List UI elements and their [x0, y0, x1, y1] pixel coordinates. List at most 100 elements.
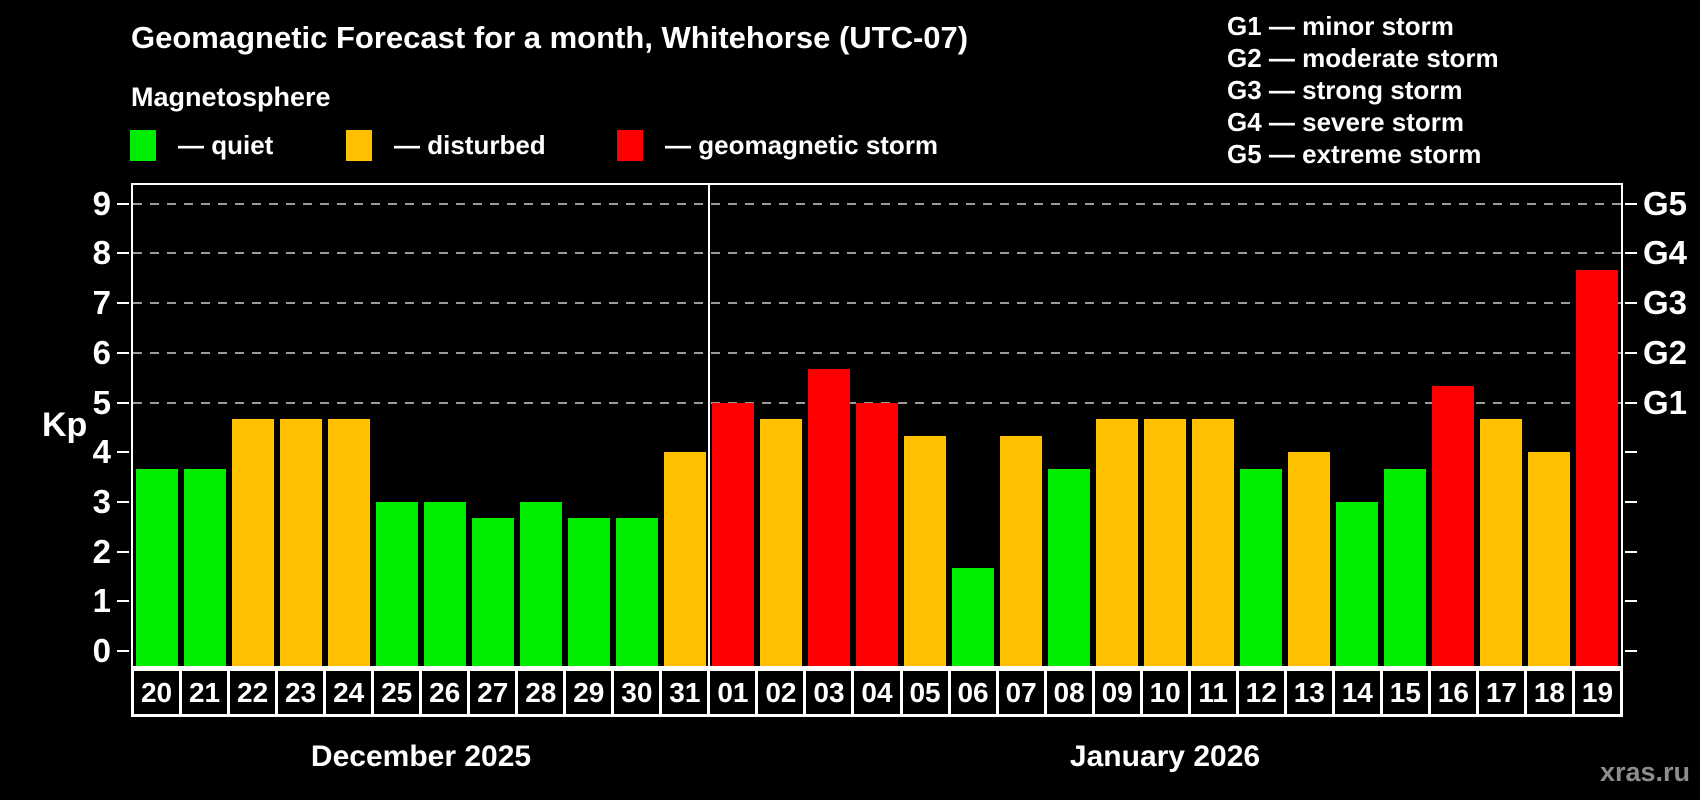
kp-bar-jan-09 — [1096, 418, 1138, 666]
g-scale-legend: G1 — minor storm G2 — moderate storm G3 — … — [1227, 10, 1499, 170]
day-label-jan-06: 06 — [947, 668, 999, 717]
day-label-dec-29: 29 — [563, 668, 615, 717]
kp-bar-jan-15 — [1384, 468, 1426, 666]
day-label-jan-17: 17 — [1475, 668, 1527, 717]
kp-axis-label: Kp — [42, 406, 88, 444]
chart-subtitle: Magnetosphere — [131, 82, 331, 112]
kp-bar-jan-18 — [1528, 452, 1570, 666]
y-tick-left-7 — [117, 302, 129, 305]
legend-item-storm: — geomagnetic storm — [617, 130, 938, 161]
legend-swatch-quiet — [130, 130, 156, 161]
day-label-dec-21: 21 — [179, 668, 231, 717]
y-tick-left-2 — [117, 550, 129, 553]
y-tick-label-9: 9 — [92, 184, 111, 222]
g-axis-label-g4: G4 — [1643, 234, 1688, 272]
g-axis-label-g1: G1 — [1643, 383, 1688, 421]
day-label-dec-28: 28 — [515, 668, 567, 717]
y-tick-right-9 — [1625, 202, 1637, 205]
kp-bar-dec-25 — [376, 501, 418, 666]
day-label-jan-05: 05 — [899, 668, 951, 717]
kp-bar-jan-19 — [1576, 269, 1618, 666]
day-label-jan-19: 19 — [1571, 668, 1623, 717]
y-tick-right-8 — [1625, 252, 1637, 255]
plot-inner: 0 1 2 3 4 5 6 7 8 9 G1 G2 G3 G4 G5 — [93, 185, 1687, 669]
kp-bar-dec-20 — [136, 468, 178, 666]
legend-item-quiet: — quiet — [130, 130, 273, 161]
y-tick-left-5 — [117, 401, 129, 404]
y-tick-label-4: 4 — [92, 433, 111, 471]
y-tick-left-1 — [117, 600, 129, 603]
y-tick-left-6 — [117, 351, 129, 354]
kp-bar-dec-21 — [184, 468, 226, 666]
y-tick-right-2 — [1625, 550, 1637, 553]
kp-bar-jan-01 — [712, 402, 754, 666]
y-tick-label-3: 3 — [92, 482, 111, 520]
kp-bar-jan-08 — [1048, 468, 1090, 666]
y-tick-label-2: 2 — [92, 532, 111, 570]
y-tick-left-8 — [117, 252, 129, 255]
day-label-dec-31: 31 — [659, 668, 711, 717]
kp-bar-jan-05 — [904, 435, 946, 666]
y-tick-left-9 — [117, 202, 129, 205]
day-label-dec-27: 27 — [467, 668, 519, 717]
kp-bar-jan-13 — [1288, 452, 1330, 666]
day-label-jan-12: 12 — [1235, 668, 1287, 717]
y-tick-right-4 — [1625, 451, 1637, 454]
kp-bar-jan-14 — [1336, 501, 1378, 666]
g-scale-item-g4: G4 — severe storm — [1227, 107, 1465, 137]
day-label-dec-23: 23 — [275, 668, 327, 717]
y-tick-left-4 — [117, 451, 129, 454]
gridline-kp9 — [133, 202, 1621, 205]
gridline-kp6 — [133, 351, 1621, 354]
legend-label-disturbed: — disturbed — [394, 130, 546, 160]
day-label-jan-03: 03 — [803, 668, 855, 717]
day-label-jan-02: 02 — [755, 668, 807, 717]
kp-bar-jan-02 — [760, 418, 802, 666]
y-tick-right-0 — [1625, 650, 1637, 652]
g-scale-item-g3: G3 — strong storm — [1227, 75, 1463, 105]
y-tick-right-1 — [1625, 600, 1637, 603]
day-label-dec-26: 26 — [419, 668, 471, 717]
y-tick-label-0: 0 — [92, 632, 111, 669]
kp-bar-dec-27 — [472, 518, 514, 666]
month-label-jan: January 2026 — [1069, 740, 1261, 773]
y-tick-label-8: 8 — [92, 234, 111, 272]
day-label-dec-25: 25 — [371, 668, 423, 717]
kp-bar-dec-29 — [568, 518, 610, 666]
y-tick-left-0 — [117, 650, 129, 652]
day-label-dec-30: 30 — [611, 668, 663, 717]
kp-bar-jan-12 — [1240, 468, 1282, 666]
kp-bar-dec-22 — [232, 418, 274, 666]
y-tick-label-7: 7 — [92, 284, 111, 322]
day-label-jan-18: 18 — [1523, 668, 1575, 717]
month-divider — [708, 185, 710, 666]
day-label-jan-09: 09 — [1091, 668, 1143, 717]
plot-area: 0 1 2 3 4 5 6 7 8 9 G1 G2 G3 G4 G5 — [93, 183, 1687, 669]
kp-bar-jan-16 — [1432, 386, 1474, 666]
day-label-jan-01: 01 — [707, 668, 759, 717]
day-axis-row: 20 21 22 23 24 25 26 27 28 29 30 31 01 02 03 04 05 06 07 08… — [131, 668, 1623, 717]
day-label-jan-07: 07 — [995, 668, 1047, 717]
day-label-jan-16: 16 — [1427, 668, 1479, 717]
chart-title: Geomagnetic Forecast for a month, Whiteh… — [131, 20, 969, 55]
y-tick-label-6: 6 — [92, 333, 111, 371]
legend-label-storm: — geomagnetic storm — [665, 130, 939, 160]
kp-bar-dec-31 — [664, 452, 706, 666]
g-scale-item-g2: G2 — moderate storm — [1227, 43, 1499, 73]
legend-swatch-disturbed — [346, 130, 372, 161]
kp-bar-dec-30 — [616, 518, 658, 666]
g-scale-item-g1: G1 — minor storm — [1227, 11, 1454, 41]
g-axis-label-g2: G2 — [1643, 333, 1688, 371]
day-label-jan-14: 14 — [1331, 668, 1383, 717]
g-axis-label-g5: G5 — [1643, 184, 1688, 222]
kp-bar-dec-24 — [328, 418, 370, 666]
y-tick-label-1: 1 — [92, 582, 111, 620]
day-label-jan-04: 04 — [851, 668, 903, 717]
kp-bar-dec-28 — [520, 501, 562, 666]
day-label-jan-10: 10 — [1139, 668, 1191, 717]
legend-label-quiet: — quiet — [178, 130, 274, 160]
gridline-kp8 — [133, 252, 1621, 255]
month-label-dec: December 2025 — [310, 740, 532, 773]
kp-bar-dec-23 — [280, 418, 322, 666]
